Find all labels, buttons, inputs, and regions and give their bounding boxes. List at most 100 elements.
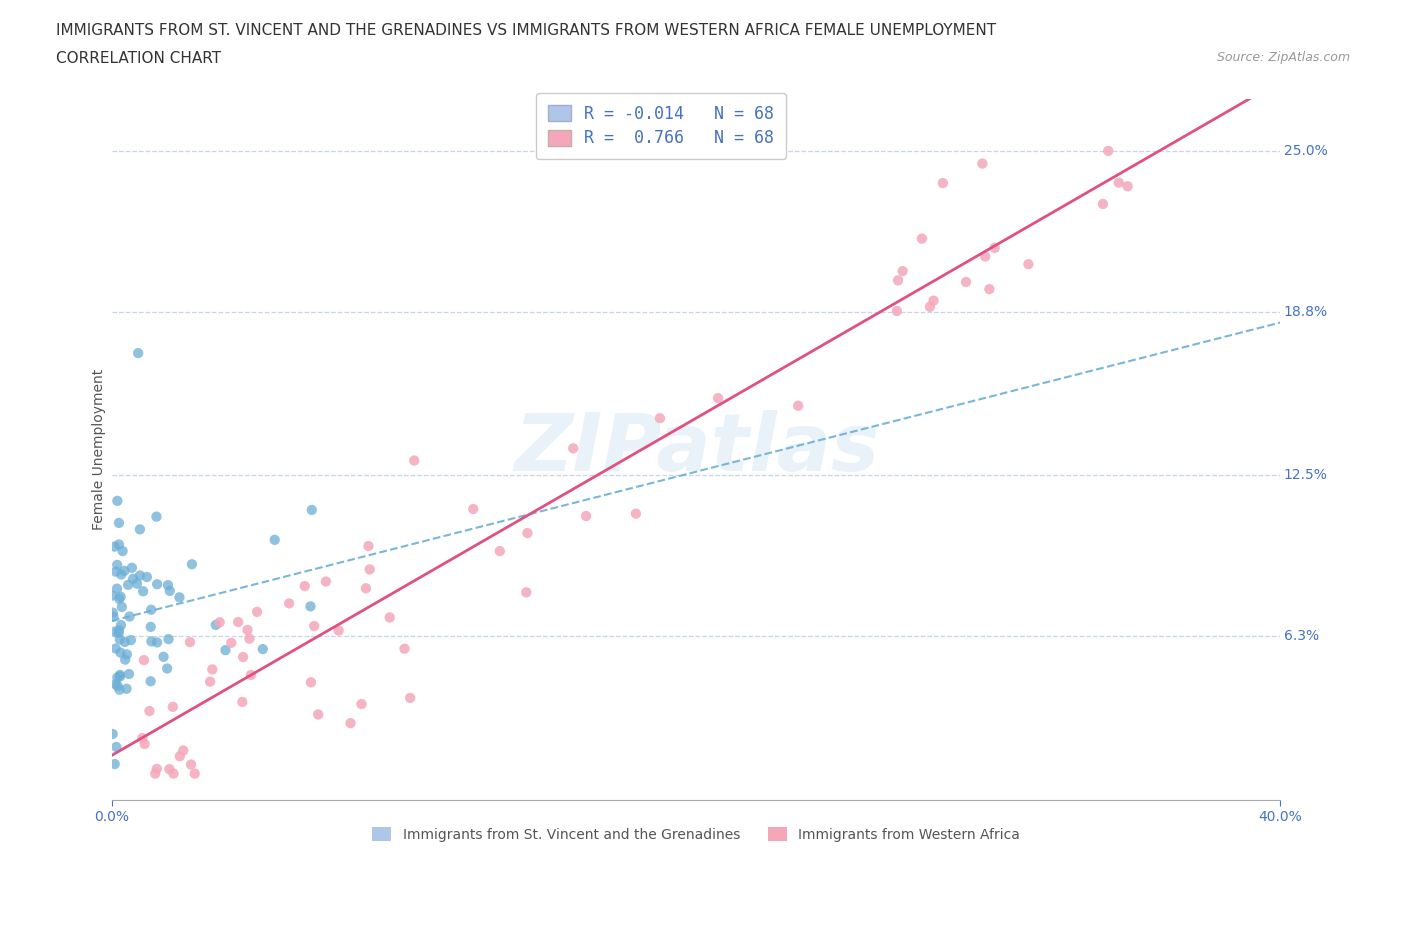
Point bbox=[301, 502, 323, 517]
Point bbox=[180, 557, 202, 572]
Point bbox=[648, 411, 671, 426]
Point bbox=[139, 619, 162, 634]
Point bbox=[120, 632, 142, 647]
Point bbox=[103, 609, 125, 624]
Point bbox=[103, 539, 125, 554]
Point bbox=[357, 538, 380, 553]
Point bbox=[105, 671, 128, 685]
Point bbox=[463, 501, 485, 516]
Point bbox=[111, 600, 134, 615]
Point bbox=[118, 609, 141, 624]
Point bbox=[156, 661, 179, 676]
Point bbox=[891, 264, 914, 279]
Text: ZIPatlas: ZIPatlas bbox=[513, 410, 879, 488]
Point bbox=[104, 624, 127, 639]
Point bbox=[979, 282, 1001, 297]
Point bbox=[118, 667, 141, 682]
Point bbox=[238, 631, 260, 646]
Point bbox=[139, 674, 162, 689]
Point bbox=[134, 737, 156, 751]
Point bbox=[127, 346, 149, 361]
Point bbox=[115, 682, 138, 697]
Point bbox=[115, 647, 138, 662]
Point bbox=[516, 525, 538, 540]
Point bbox=[156, 578, 179, 592]
Point bbox=[146, 635, 169, 650]
Point bbox=[1091, 196, 1114, 211]
Point bbox=[125, 577, 148, 591]
Point bbox=[399, 690, 422, 705]
Point bbox=[112, 564, 135, 578]
Point bbox=[204, 618, 226, 632]
Point bbox=[315, 574, 337, 589]
Point bbox=[208, 615, 231, 630]
Point bbox=[328, 623, 350, 638]
Point bbox=[252, 642, 274, 657]
Point bbox=[114, 634, 136, 649]
Point bbox=[132, 584, 155, 599]
Text: Source: ZipAtlas.com: Source: ZipAtlas.com bbox=[1216, 51, 1350, 64]
Point bbox=[117, 578, 139, 592]
Text: 18.8%: 18.8% bbox=[1284, 304, 1327, 319]
Point bbox=[302, 618, 325, 633]
Point bbox=[394, 642, 416, 657]
Text: CORRELATION CHART: CORRELATION CHART bbox=[56, 51, 221, 66]
Point bbox=[183, 766, 205, 781]
Point bbox=[299, 599, 322, 614]
Point bbox=[198, 674, 221, 689]
Point bbox=[246, 604, 269, 619]
Point bbox=[172, 743, 194, 758]
Point bbox=[104, 757, 127, 772]
Point bbox=[146, 577, 169, 591]
Point bbox=[339, 716, 361, 731]
Point bbox=[162, 699, 184, 714]
Point bbox=[350, 697, 373, 711]
Point bbox=[932, 176, 955, 191]
Point bbox=[101, 605, 124, 620]
Point bbox=[108, 668, 131, 683]
Point bbox=[354, 581, 377, 596]
Point bbox=[214, 643, 236, 658]
Text: 25.0%: 25.0% bbox=[1284, 143, 1327, 157]
Point bbox=[972, 156, 994, 171]
Point bbox=[378, 610, 401, 625]
Point bbox=[131, 731, 153, 746]
Point bbox=[974, 249, 997, 264]
Point bbox=[887, 272, 910, 287]
Point bbox=[105, 739, 128, 754]
Point bbox=[108, 632, 131, 647]
Point bbox=[240, 668, 263, 683]
Point bbox=[263, 532, 285, 547]
Point bbox=[141, 603, 163, 618]
Point bbox=[575, 509, 598, 524]
Point bbox=[110, 645, 132, 660]
Point bbox=[108, 683, 131, 698]
Point bbox=[918, 299, 941, 314]
Point bbox=[1108, 175, 1130, 190]
Point bbox=[129, 568, 152, 583]
Point bbox=[107, 626, 129, 641]
Point bbox=[152, 649, 174, 664]
Point bbox=[138, 704, 160, 719]
Point bbox=[101, 726, 124, 741]
Point bbox=[169, 590, 191, 604]
Point bbox=[236, 622, 259, 637]
Point bbox=[110, 567, 132, 582]
Point bbox=[111, 544, 134, 559]
Point bbox=[129, 522, 152, 537]
Point bbox=[180, 757, 202, 772]
Point bbox=[108, 623, 131, 638]
Legend: Immigrants from St. Vincent and the Grenadines, Immigrants from Western Africa: Immigrants from St. Vincent and the Gren… bbox=[366, 820, 1028, 849]
Point bbox=[922, 293, 945, 308]
Point bbox=[104, 641, 127, 656]
Text: IMMIGRANTS FROM ST. VINCENT AND THE GRENADINES VS IMMIGRANTS FROM WESTERN AFRICA: IMMIGRANTS FROM ST. VINCENT AND THE GREN… bbox=[56, 23, 997, 38]
Point bbox=[108, 669, 131, 684]
Point bbox=[515, 585, 537, 600]
Point bbox=[983, 241, 1005, 256]
Point bbox=[955, 274, 977, 289]
Point bbox=[108, 537, 131, 551]
Point bbox=[624, 506, 647, 521]
Point bbox=[886, 303, 908, 318]
Point bbox=[104, 565, 127, 579]
Point bbox=[1116, 179, 1139, 193]
